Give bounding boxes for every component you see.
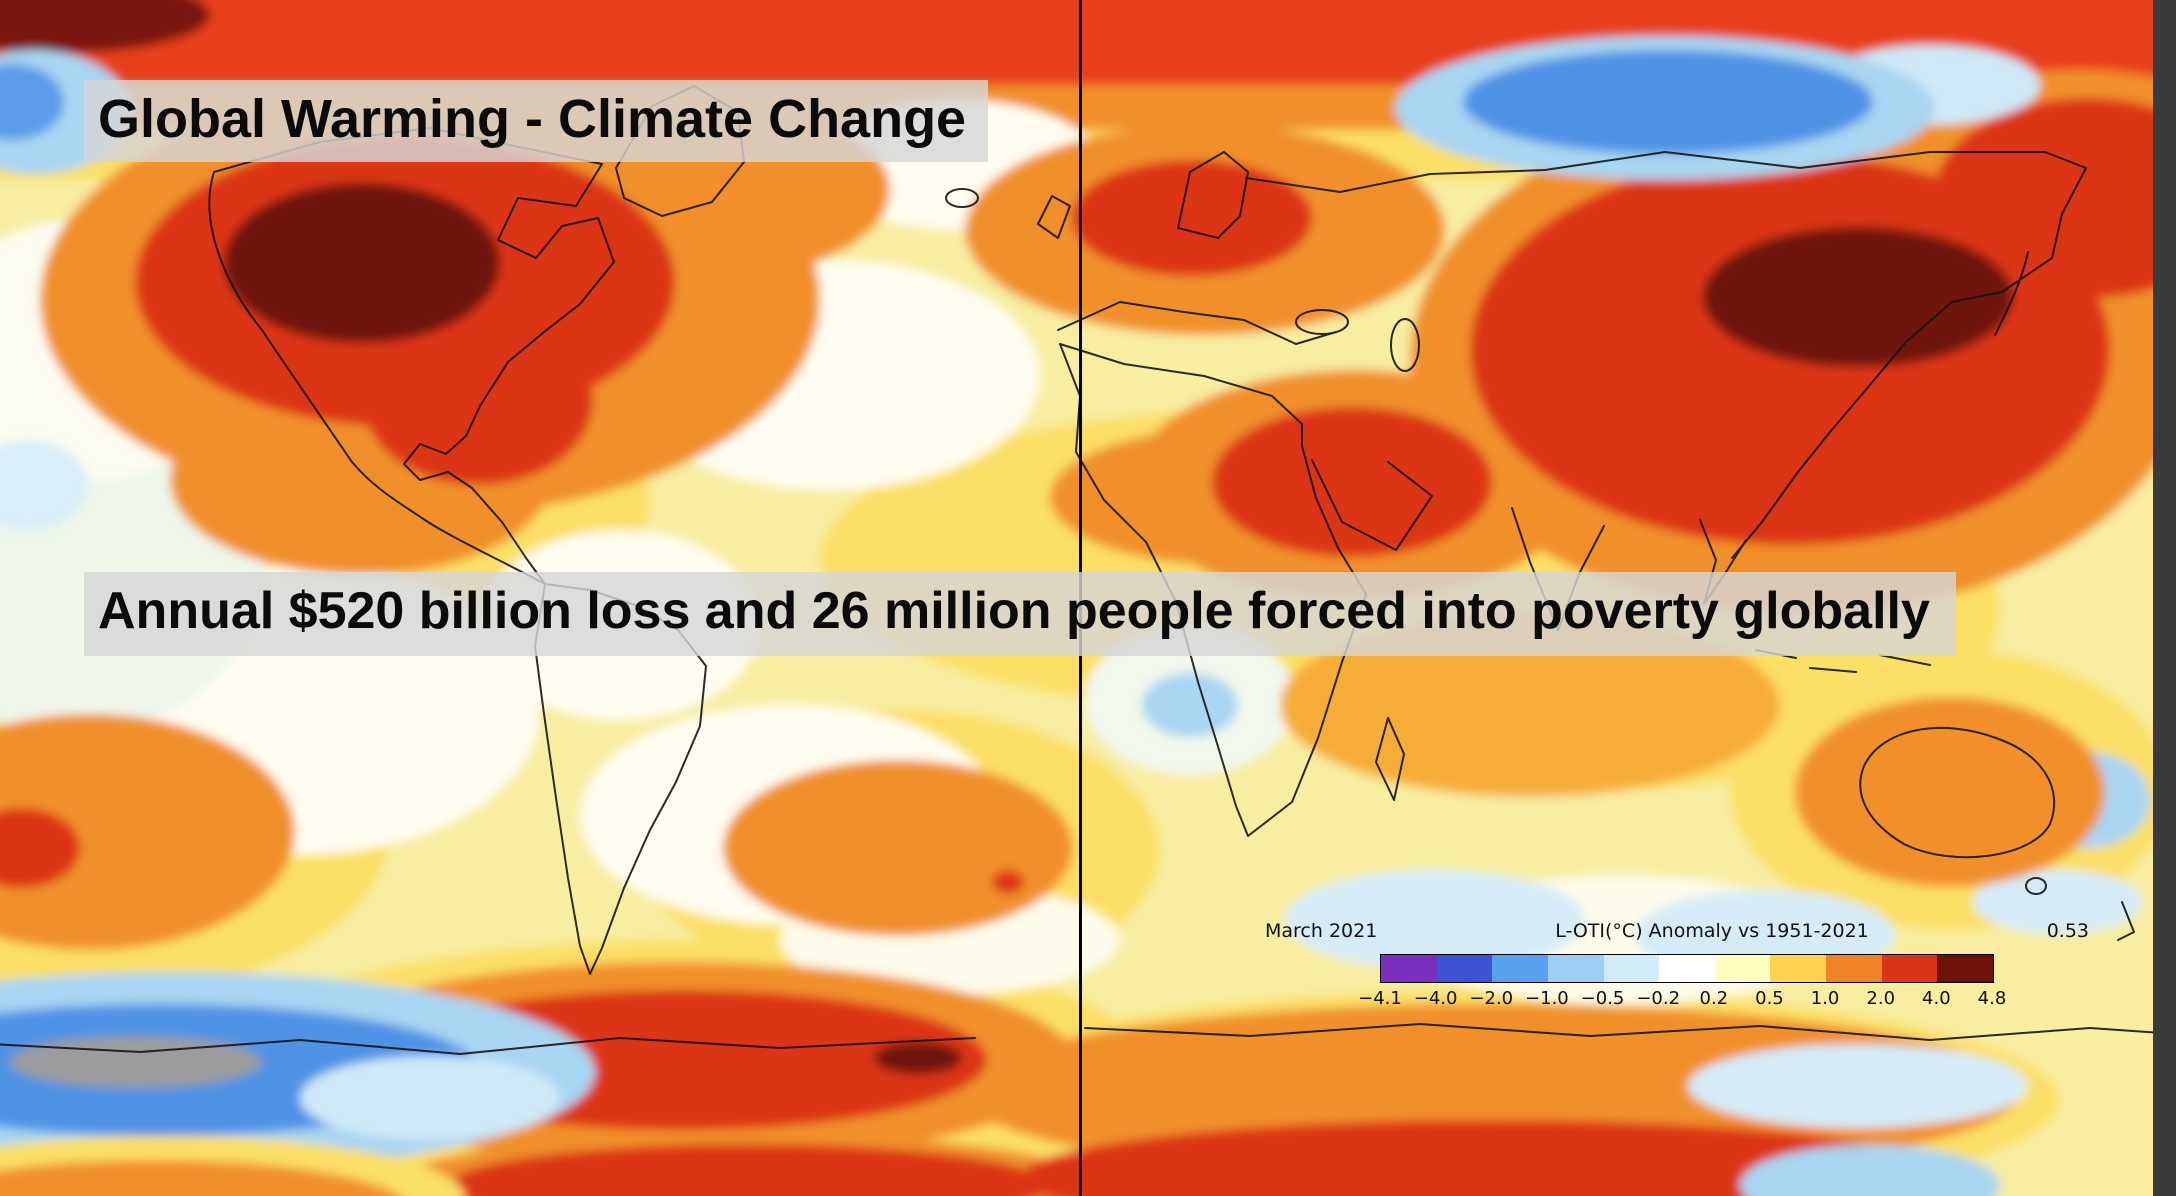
colorbar-segment (1603, 955, 1660, 982)
colorbar (1380, 954, 1994, 983)
legend-text-row: March 2021 L-OTI(°C) Anomaly vs 1951-202… (1245, 920, 2095, 942)
colorbar-segment (1714, 955, 1771, 982)
colorbar-segment (1826, 955, 1882, 982)
title-overlay: Global Warming - Climate Change (84, 80, 989, 163)
colorbar-tick-label: 0.2 (1699, 988, 1729, 1009)
right-edge-strip (2153, 0, 2176, 1196)
colorbar-segment (1436, 955, 1493, 982)
colorbar-segment (1937, 955, 1994, 982)
colorbar-segment (1770, 955, 1827, 982)
colorbar-tick-label: 0.5 (1755, 988, 1784, 1009)
legend-date: March 2021 (1265, 920, 1378, 942)
colorbar-tick-label: 2.0 (1866, 988, 1896, 1009)
colorbar-segment (1659, 955, 1715, 982)
colorbar-ticks: −4.1 −4.0 −2.0 −1.0 −0.5 −0.2 0.2 0.5 1.0 2.0 4.0 4… (1358, 988, 2006, 1012)
colorbar-segment (1492, 955, 1548, 982)
colorbar-tick-label: −4.0 (1413, 988, 1458, 1009)
caption-overlay: Annual $520 billion loss and 26 million … (84, 572, 1956, 656)
colorbar-tick-label: −2.0 (1469, 988, 1514, 1009)
colorbar-tick-label: −0.2 (1636, 988, 1681, 1009)
legend-label: L-OTI(°C) Anomaly vs 1951-2021 (1555, 920, 1869, 942)
colorbar-tick-label: 4.8 (1977, 988, 2007, 1009)
colorbar-tick-label: −4.1 (1358, 988, 1402, 1009)
colorbar-tick-label: −0.5 (1580, 988, 1625, 1009)
colorbar-segment (1547, 955, 1604, 982)
legend-value: 0.53 (2046, 920, 2089, 942)
colorbar-tick-label: 1.0 (1810, 988, 1840, 1009)
colorbar-tick-label: 4.0 (1922, 988, 1951, 1009)
colorbar-segment (1881, 955, 1938, 982)
legend: March 2021 L-OTI(°C) Anomaly vs 1951-202… (1245, 920, 2095, 1009)
colorbar-segment (1381, 955, 1437, 982)
colorbar-tick-label: −1.0 (1525, 988, 1569, 1009)
